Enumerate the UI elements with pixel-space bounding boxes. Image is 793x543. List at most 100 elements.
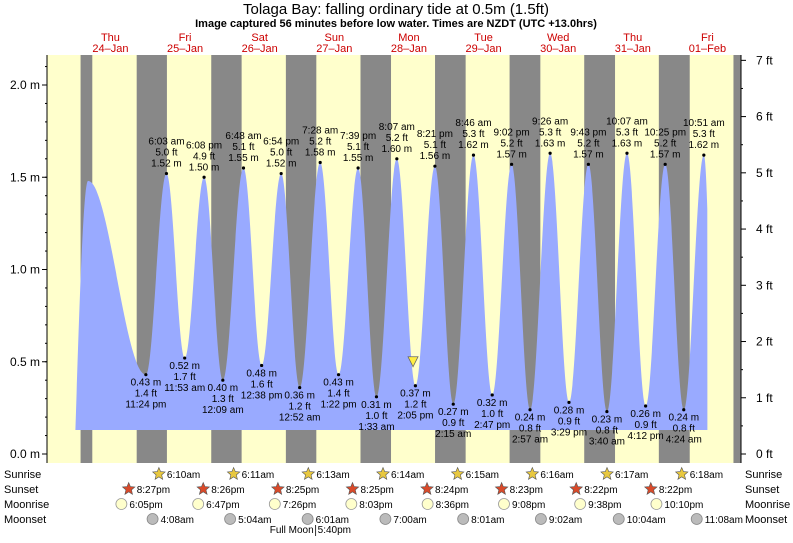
moonset-icon	[379, 513, 392, 525]
current-tide-marker	[407, 356, 419, 368]
tide-point	[528, 408, 532, 412]
sunrise-icon	[525, 466, 540, 480]
sunset-icon	[270, 481, 285, 495]
sunset-time: 8:27pm	[137, 485, 170, 496]
sunset-time: 8:22pm	[584, 485, 617, 496]
high-tide-time: 7:39 pm	[340, 131, 376, 142]
moonrise-icon	[192, 498, 205, 510]
moonset-time: 8:01am	[471, 515, 504, 526]
row-label-right: Sunrise	[745, 469, 782, 481]
moonset-time: 6:01am	[316, 515, 349, 526]
tide-point	[395, 157, 399, 161]
tide-point	[433, 164, 437, 168]
high-tide-time: 10:51 am	[683, 118, 725, 129]
low-tide-ft: 1.0 ft	[481, 409, 503, 420]
high-tide-ft: 5.0 ft	[270, 148, 292, 159]
moonset-icon	[146, 513, 159, 525]
high-tide-ft: 5.2 ft	[654, 138, 676, 149]
sunrise-time: 6:16am	[540, 470, 573, 481]
tide-point	[702, 153, 706, 157]
day-label-dow: Wed	[547, 32, 569, 44]
high-tide-m: 1.62 m	[458, 140, 489, 151]
tide-point	[260, 363, 264, 368]
moonrise-time: 9:38pm	[588, 500, 621, 511]
moonset-time: 4:08am	[161, 515, 194, 526]
low-tide-m: 0.23 m	[592, 415, 623, 426]
low-tide-time: 1:33 am	[358, 422, 394, 433]
moonrise-icon	[650, 498, 663, 510]
day-label-dow: Sat	[251, 32, 268, 44]
sunset-icon	[121, 481, 136, 495]
high-tide-ft: 5.1 ft	[424, 140, 446, 151]
day-label-dow: Fri	[701, 32, 714, 44]
sunrise-time: 6:10am	[167, 470, 200, 481]
sunrise-icon	[376, 466, 390, 480]
sunset-time: 8:22pm	[659, 485, 692, 496]
tide-point	[605, 409, 609, 414]
day-label-dow: Tue	[474, 32, 493, 44]
row-label-right: Moonrise	[745, 499, 790, 511]
sunrise-icon	[226, 466, 241, 480]
day-label-dow: Mon	[398, 32, 419, 44]
high-tide-m: 1.63 m	[535, 138, 566, 149]
high-tide-time: 7:28 am	[302, 125, 338, 136]
sunrise-icon	[600, 466, 614, 480]
high-tide-m: 1.60 m	[382, 144, 413, 155]
tide-point	[625, 151, 629, 155]
day-label-date: 28–Jan	[391, 43, 427, 55]
moonset-icon	[224, 513, 237, 525]
full-moon-time: 5:40pm	[318, 525, 351, 536]
high-tide-ft: 4.9 ft	[193, 151, 215, 162]
high-tide-ft: 5.3 ft	[539, 127, 561, 138]
high-tide-time: 9:43 pm	[570, 127, 606, 138]
low-tide-m: 0.43 m	[323, 378, 354, 389]
day-label-date: 31–Jan	[615, 43, 651, 55]
tide-point	[279, 171, 283, 176]
tide-point	[298, 385, 302, 390]
row-label-left: Moonset	[4, 514, 46, 526]
day-label-date: 29–Jan	[466, 43, 502, 55]
sunset-time: 8:23pm	[510, 485, 543, 496]
tide-point	[548, 151, 552, 155]
moonrise-icon	[574, 498, 587, 510]
day-label-date: 01–Feb	[689, 43, 726, 55]
day-label-dow: Fri	[179, 32, 192, 44]
left-tick-label: 0.5 m	[10, 355, 40, 369]
low-tide-ft: 0.9 ft	[558, 416, 580, 427]
high-tide-ft: 5.3 ft	[693, 129, 715, 140]
low-tide-time: 11:24 pm	[125, 400, 166, 411]
high-tide-ft: 5.3 ft	[462, 129, 484, 140]
right-tick-label: 7 ft	[756, 53, 773, 67]
tide-point	[644, 404, 648, 408]
moonset-icon	[690, 513, 703, 525]
tide-point	[374, 395, 379, 399]
high-tide-ft: 5.3 ft	[616, 127, 638, 138]
day-label-dow: Sun	[325, 32, 345, 44]
tide-point	[586, 162, 590, 166]
low-tide-ft: 1.3 ft	[212, 394, 234, 405]
low-tide-time: 2:57 am	[512, 435, 548, 446]
low-tide-ft: 0.9 ft	[442, 418, 464, 429]
high-tide-m: 1.57 m	[573, 149, 604, 160]
moonset-icon	[535, 513, 547, 525]
high-tide-ft: 5.1 ft	[347, 142, 369, 153]
moonrise-time: 7:26pm	[283, 500, 316, 511]
low-tide-m: 0.31 m	[361, 400, 392, 411]
tide-point	[144, 373, 148, 377]
low-tide-ft: 1.2 ft	[289, 402, 311, 413]
high-tide-time: 9:02 pm	[494, 127, 530, 138]
right-tick-label: 5 ft	[756, 166, 773, 180]
sunrise-icon	[151, 466, 166, 480]
low-tide-ft: 1.4 ft	[135, 389, 157, 400]
right-tick-label: 6 ft	[756, 110, 773, 124]
low-tide-time: 12:52 am	[279, 413, 321, 424]
low-tide-ft: 1.6 ft	[250, 379, 272, 390]
sunset-icon	[420, 481, 434, 495]
high-tide-m: 1.55 m	[228, 153, 259, 164]
low-tide-time: 4:12 pm	[628, 431, 664, 442]
left-tick-label: 1.5 m	[10, 170, 40, 184]
day-label-date: 30–Jan	[540, 43, 576, 55]
low-tide-ft: 0.8 ft	[596, 426, 618, 437]
